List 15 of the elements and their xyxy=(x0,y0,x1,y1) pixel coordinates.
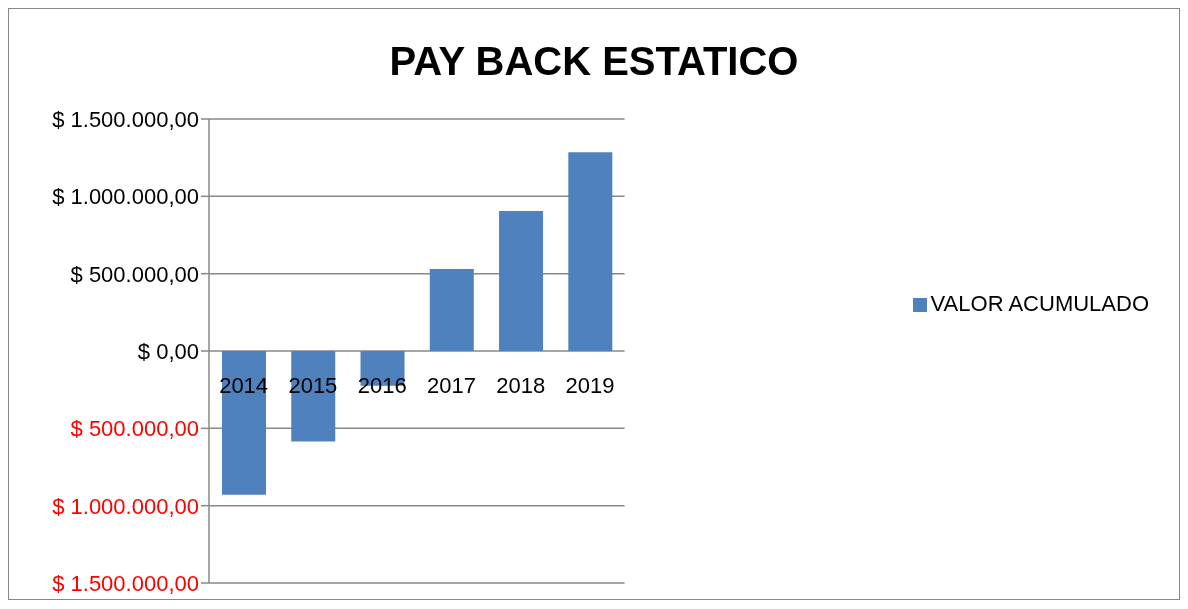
y-tick-label: $ 500.000,00 xyxy=(70,416,199,442)
y-tick-label: $ 500.000,00 xyxy=(70,261,199,287)
y-tick-label: $ 1.500.000,00 xyxy=(52,571,199,596)
x-tick-label: 2017 xyxy=(426,373,476,398)
legend-label: VALOR ACUMULADO xyxy=(930,291,1149,316)
x-tick-label: 2018 xyxy=(496,373,546,398)
bar xyxy=(499,211,544,351)
y-tick-label: $ 1.000.000,00 xyxy=(52,184,199,210)
y-tick-label: $ 1.500.000,00 xyxy=(52,107,199,132)
bar xyxy=(568,152,613,351)
y-tick-label: $ 1.000.000,00 xyxy=(52,493,199,519)
chart-title: PAY BACK ESTATICO xyxy=(388,39,800,84)
x-tick-label: 2019 xyxy=(565,373,615,398)
y-tick-label: $ 0,00 xyxy=(137,339,199,364)
bar xyxy=(429,269,474,351)
